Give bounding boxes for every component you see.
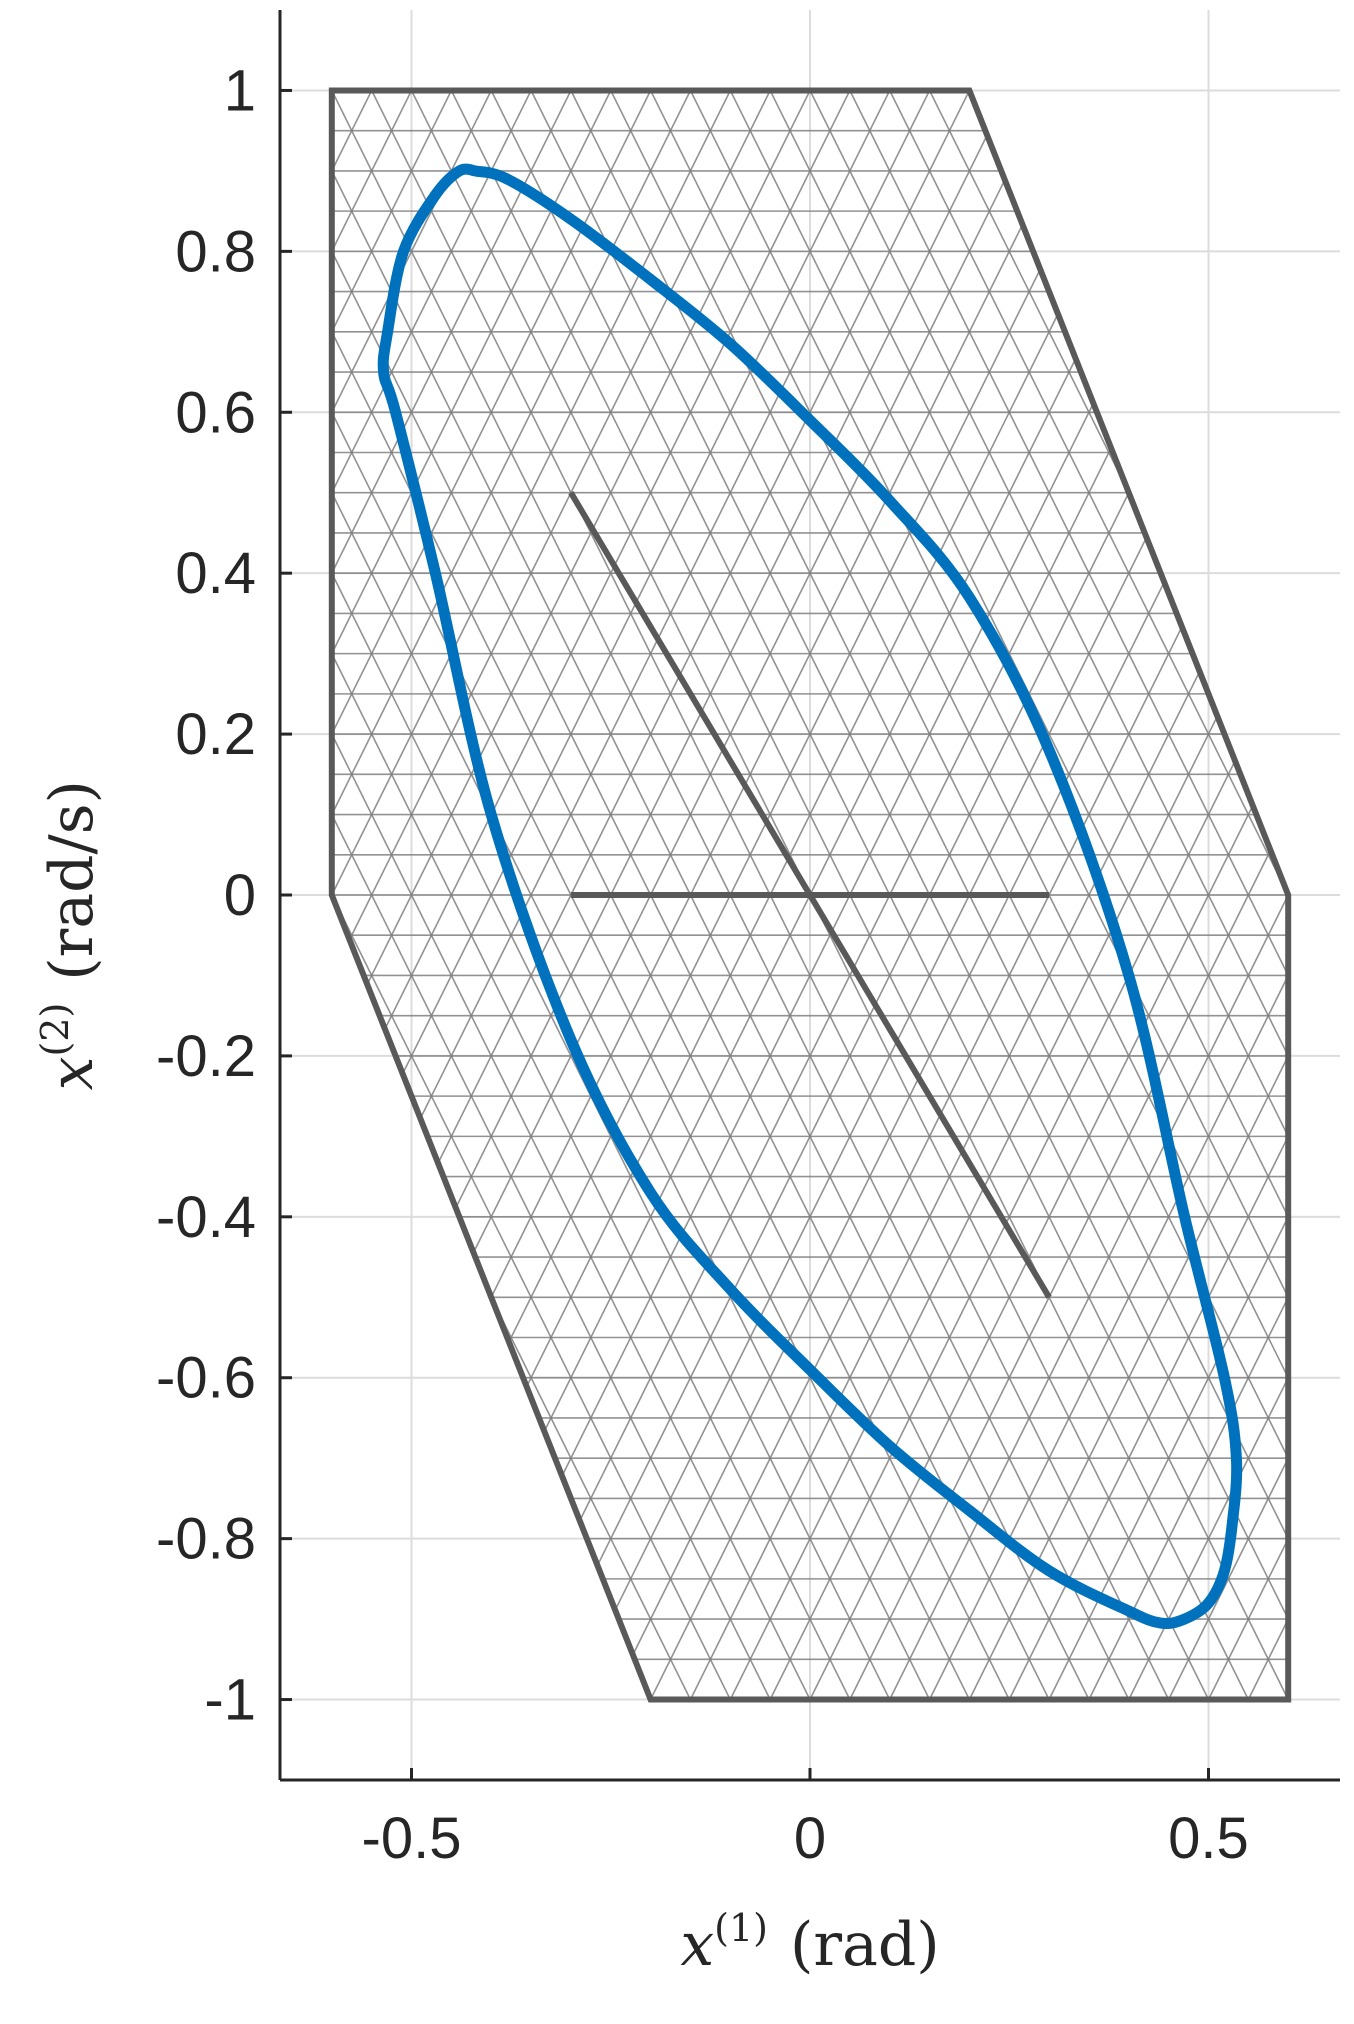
y-tick-label: 0 xyxy=(224,863,256,928)
region-boundary xyxy=(328,87,1292,1703)
y-tick-label: 1 xyxy=(224,58,256,123)
y-axis-label: x(2)(rad/s) xyxy=(33,780,107,1090)
tick-labels: -0.5 0 0.5 1 0.8 0.6 0.4 0.2 0 -0.2 -0.4 -0.6 -0.8 -1 xyxy=(156,58,1249,1871)
y-tick-label: -0.4 xyxy=(156,1185,256,1250)
y-tick-label: 0.6 xyxy=(175,380,256,445)
x-tick-label: 0 xyxy=(794,1806,826,1871)
x-tick-label: 0.5 xyxy=(1168,1806,1249,1871)
series-layer xyxy=(328,87,1292,1703)
x-axis-label: x(1) (rad) xyxy=(680,1906,939,1980)
y-tick-label: 0.4 xyxy=(175,541,256,606)
y-tick-label: -0.6 xyxy=(156,1346,256,1411)
y-tick-label: -0.2 xyxy=(156,1024,256,1089)
x-tick-label: -0.5 xyxy=(362,1806,462,1871)
y-tick-label: 0.8 xyxy=(175,219,256,284)
axes xyxy=(278,10,1340,1782)
y-tick-label: 0.2 xyxy=(175,702,256,767)
limit-cycle-curve xyxy=(377,163,1243,1630)
y-tick-label: -0.8 xyxy=(156,1507,256,1572)
y-tick-label: -1 xyxy=(204,1668,256,1733)
